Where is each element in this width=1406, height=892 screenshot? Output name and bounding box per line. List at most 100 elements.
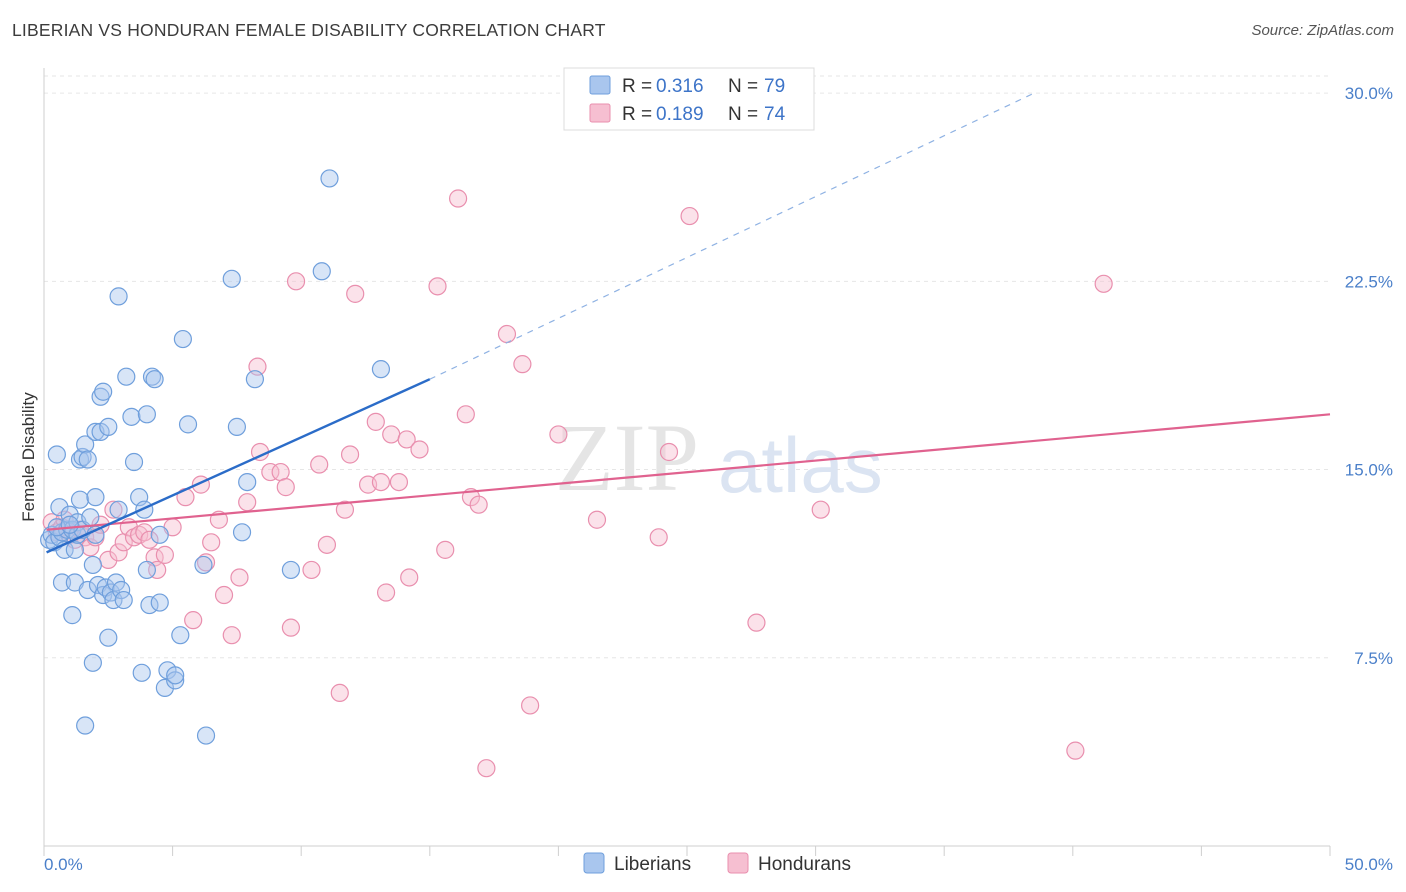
honduran-point (659, 442, 679, 462)
honduran-point (649, 528, 668, 547)
liberian-point (166, 671, 185, 690)
liberian-point (232, 523, 252, 542)
honduran-point (271, 462, 290, 482)
liberian-point (194, 555, 213, 575)
honduran-point (335, 500, 355, 519)
honduran-point (222, 626, 241, 645)
chart-title: LIBERIAN VS HONDURAN FEMALE DISABILITY C… (12, 20, 606, 40)
x-tick-label-max: 50.0% (1345, 855, 1393, 874)
bottom-legend-swatch-hondurans (727, 852, 749, 874)
liberian-point (245, 370, 265, 389)
honduran-point (456, 405, 475, 424)
honduran-point (410, 440, 429, 459)
bottom-legend-label-liberians: Liberians (614, 854, 691, 875)
honduran-point (400, 568, 419, 587)
liberian-point (137, 560, 156, 580)
liberian-point (222, 269, 241, 288)
honduran-point (1094, 274, 1113, 293)
watermark-zip: ZIP (555, 404, 699, 511)
y-axis-title: Female Disability (19, 392, 38, 522)
y-tick-label: 15.0% (1345, 461, 1393, 480)
liberian-point (94, 382, 113, 401)
hondurans-points (42, 189, 1113, 778)
honduran-point (238, 493, 257, 512)
liberian-point (155, 678, 174, 697)
liberian-point (137, 405, 156, 424)
honduran-point (371, 472, 391, 492)
honduran-point (587, 510, 607, 529)
liberian-point (371, 360, 391, 379)
liberian-point (91, 387, 110, 406)
liberian-point (166, 666, 185, 685)
honduran-point (302, 560, 321, 580)
liberian-point (86, 488, 105, 507)
liberian-point (173, 329, 192, 349)
liberian-point (76, 716, 95, 735)
y-tick-label: 30.0% (1345, 84, 1393, 103)
liberian-point (142, 367, 162, 386)
liberian-point (47, 445, 66, 464)
honduran-point (230, 568, 249, 587)
legend-n-label-liberians: N = (728, 76, 758, 97)
trend-lines (46, 92, 1331, 554)
honduran-point (346, 284, 365, 303)
liberian-point (227, 417, 246, 436)
liberian-point (281, 560, 301, 580)
honduran-point (148, 560, 167, 580)
liberian-point (109, 500, 128, 519)
liberian-point (320, 169, 339, 188)
honduran-point (155, 545, 174, 564)
legend-r-value-liberians: 0.316 (656, 76, 704, 97)
honduran-point (397, 430, 416, 449)
honduran-point (1066, 741, 1085, 760)
liberian-point (124, 452, 144, 472)
liberian-point (122, 407, 141, 426)
liberian-point (196, 726, 216, 745)
honduran-point (366, 412, 385, 431)
honduran-point (281, 618, 301, 637)
liberian-point (60, 515, 79, 534)
liberian-point (65, 540, 84, 559)
honduran-point (448, 189, 468, 208)
liberian-point (70, 490, 90, 509)
honduran-trend-line (46, 413, 1331, 531)
watermark-atlas: atlas (718, 421, 883, 509)
honduran-point (680, 206, 699, 226)
liberian-point (99, 628, 118, 647)
liberian-point (99, 417, 118, 436)
liberian-point (132, 663, 151, 682)
honduran-point (317, 535, 337, 554)
legend-n-value-hondurans: 74 (764, 104, 786, 125)
y-tick-label: 22.5% (1345, 272, 1393, 291)
honduran-point (286, 272, 306, 291)
liberian-trend-extension (429, 92, 1035, 380)
bottom-legend-swatch-liberians (583, 852, 605, 874)
honduran-point (382, 425, 401, 444)
liberian-point (52, 573, 72, 592)
source-label: Source: ZipAtlas.com (1251, 22, 1394, 39)
bottom-legend: Liberians Hondurans (583, 852, 851, 875)
honduran-point (549, 425, 568, 444)
honduran-point (140, 530, 159, 549)
honduran-point (513, 355, 532, 374)
honduran-point (340, 445, 360, 464)
honduran-point (310, 455, 329, 474)
liberian-point (83, 653, 102, 672)
bottom-legend-label-hondurans: Hondurans (758, 854, 851, 875)
liberian-point (63, 606, 82, 625)
liberian-point (117, 367, 136, 386)
honduran-point (202, 533, 221, 552)
legend-r-label-hondurans: R = (622, 104, 652, 125)
liberian-point (171, 626, 190, 645)
honduran-point (389, 472, 409, 492)
honduran-point (477, 759, 496, 778)
liberian-point (150, 525, 169, 544)
honduran-point (184, 611, 203, 630)
liberian-point (104, 590, 123, 610)
liberian-point (76, 435, 95, 454)
liberian-trend-line (46, 378, 431, 554)
honduran-point (261, 462, 280, 482)
liberian-point (238, 472, 257, 492)
honduran-point (469, 495, 488, 514)
